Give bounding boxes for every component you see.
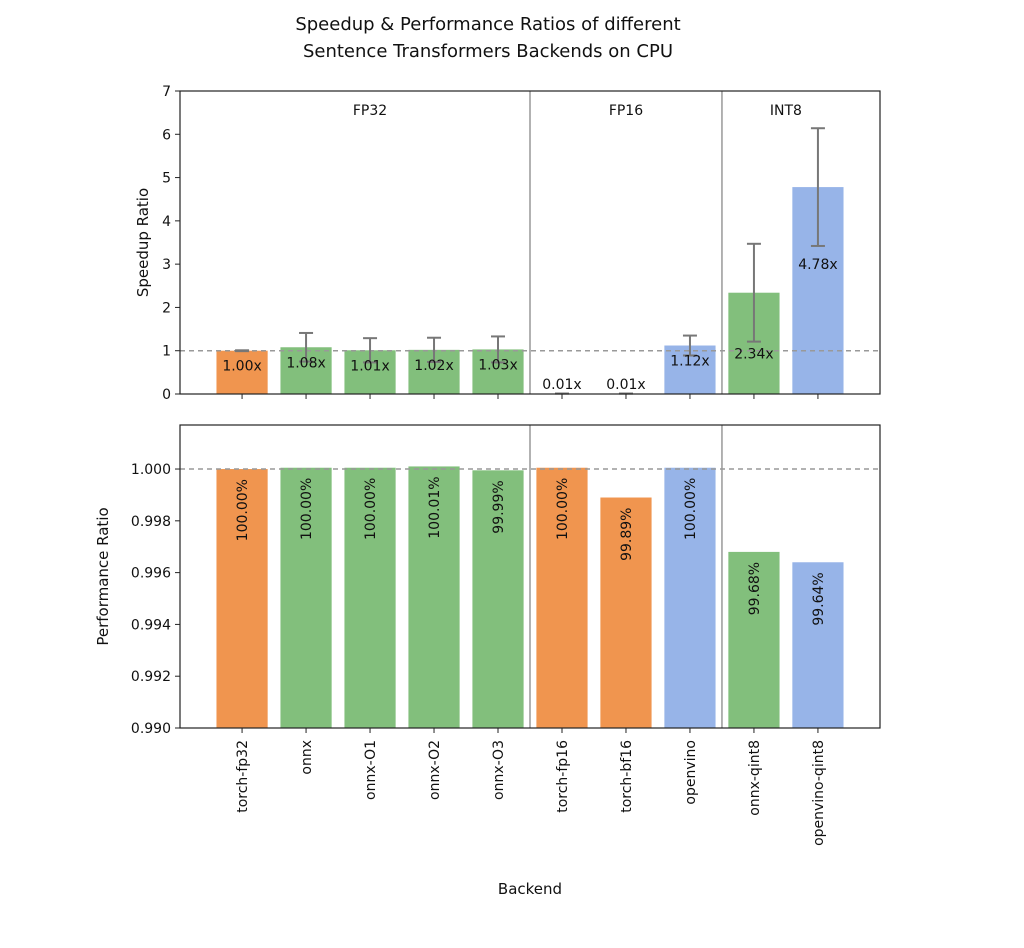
x-tick-label: onnx-O3 xyxy=(491,740,507,800)
y-tick-label: 3 xyxy=(162,257,171,273)
y-tick-label: 0.992 xyxy=(131,669,171,685)
value-label: 100.00% xyxy=(299,478,315,540)
value-label: 100.01% xyxy=(427,476,443,538)
x-axis-label: Backend xyxy=(498,880,562,898)
y-tick-label: 2 xyxy=(162,300,171,316)
y-tick-label: 1.000 xyxy=(131,462,171,478)
bar-onnx-O2 xyxy=(408,466,460,728)
value-label: 99.64% xyxy=(811,572,827,625)
x-tick-label: torch-bf16 xyxy=(619,740,635,813)
x-tick-label: openvino xyxy=(683,740,699,805)
value-label: 99.89% xyxy=(619,508,635,561)
x-tick-label: onnx-qint8 xyxy=(747,740,763,816)
value-label: 2.34x xyxy=(734,347,773,363)
y-tick-label: 0 xyxy=(162,387,171,403)
axes-frame xyxy=(179,90,881,395)
bar-openvino xyxy=(664,467,716,728)
y-tick-label: 0.996 xyxy=(131,566,171,582)
x-tick-label: onnx-O2 xyxy=(427,740,443,800)
chart-title-line-1: Speedup & Performance Ratios of differen… xyxy=(295,14,680,35)
bar-torch-bf16 xyxy=(600,497,652,728)
group-label: FP32 xyxy=(353,103,387,119)
bar-torch-fp32 xyxy=(216,350,268,394)
group-label: INT8 xyxy=(770,103,802,119)
bar-openvino-qint8 xyxy=(792,562,844,728)
bar-onnx-O3 xyxy=(472,470,524,728)
x-tick-label: onnx xyxy=(299,740,315,775)
y-tick-label: 6 xyxy=(162,127,171,143)
bar-onnx xyxy=(280,467,332,728)
value-label: 99.99% xyxy=(491,480,507,533)
group-label: FP16 xyxy=(609,103,643,119)
value-label: 0.01x xyxy=(606,377,645,393)
bar-torch-fp32 xyxy=(216,469,268,728)
y-tick-label: 0.994 xyxy=(131,617,171,633)
value-label: 1.03x xyxy=(478,357,517,373)
x-tick-label: onnx-O1 xyxy=(363,740,379,800)
y-tick-label: 4 xyxy=(162,214,171,230)
axes-frame xyxy=(179,424,881,729)
value-label: 0.01x xyxy=(542,377,581,393)
value-label: 99.68% xyxy=(747,562,763,615)
x-tick-label: openvino-qint8 xyxy=(811,740,827,846)
value-label: 1.02x xyxy=(414,358,453,374)
value-label: 100.00% xyxy=(363,478,379,540)
value-label: 100.00% xyxy=(235,479,251,541)
bar-onnx-qint8 xyxy=(728,551,780,728)
y-tick-label: 0.998 xyxy=(131,514,171,530)
y-tick-label: 7 xyxy=(162,84,171,100)
value-label: 100.00% xyxy=(555,478,571,540)
y-axis-label: Performance Ratio xyxy=(94,507,112,645)
value-label: 1.12x xyxy=(670,354,709,370)
value-label: 1.00x xyxy=(222,359,261,375)
bar-onnx-O1 xyxy=(344,467,396,728)
y-tick-label: 5 xyxy=(162,171,171,187)
y-tick-label: 1 xyxy=(162,344,171,360)
value-label: 1.08x xyxy=(286,355,325,371)
x-tick-label: torch-fp32 xyxy=(235,740,251,813)
bar-torch-fp16 xyxy=(536,467,588,728)
y-axis-label: Speedup Ratio xyxy=(134,188,152,297)
performance-panel: 100.00% 100.00% 100.00% 100.01% 99.99% 100.00… xyxy=(94,424,881,737)
value-label: 1.01x xyxy=(350,358,389,374)
value-label: 4.78x xyxy=(798,257,837,273)
value-label: 100.00% xyxy=(683,478,699,540)
y-tick-label: 0.990 xyxy=(131,721,171,737)
x-tick-label: torch-fp16 xyxy=(555,740,571,813)
chart-title-line-2: Sentence Transformers Backends on CPU xyxy=(303,41,673,62)
speedup-panel: FP32 FP16 INT8 1.00x 1.08x 1.01x 1.02x 1.03x 0.0… xyxy=(134,84,881,403)
